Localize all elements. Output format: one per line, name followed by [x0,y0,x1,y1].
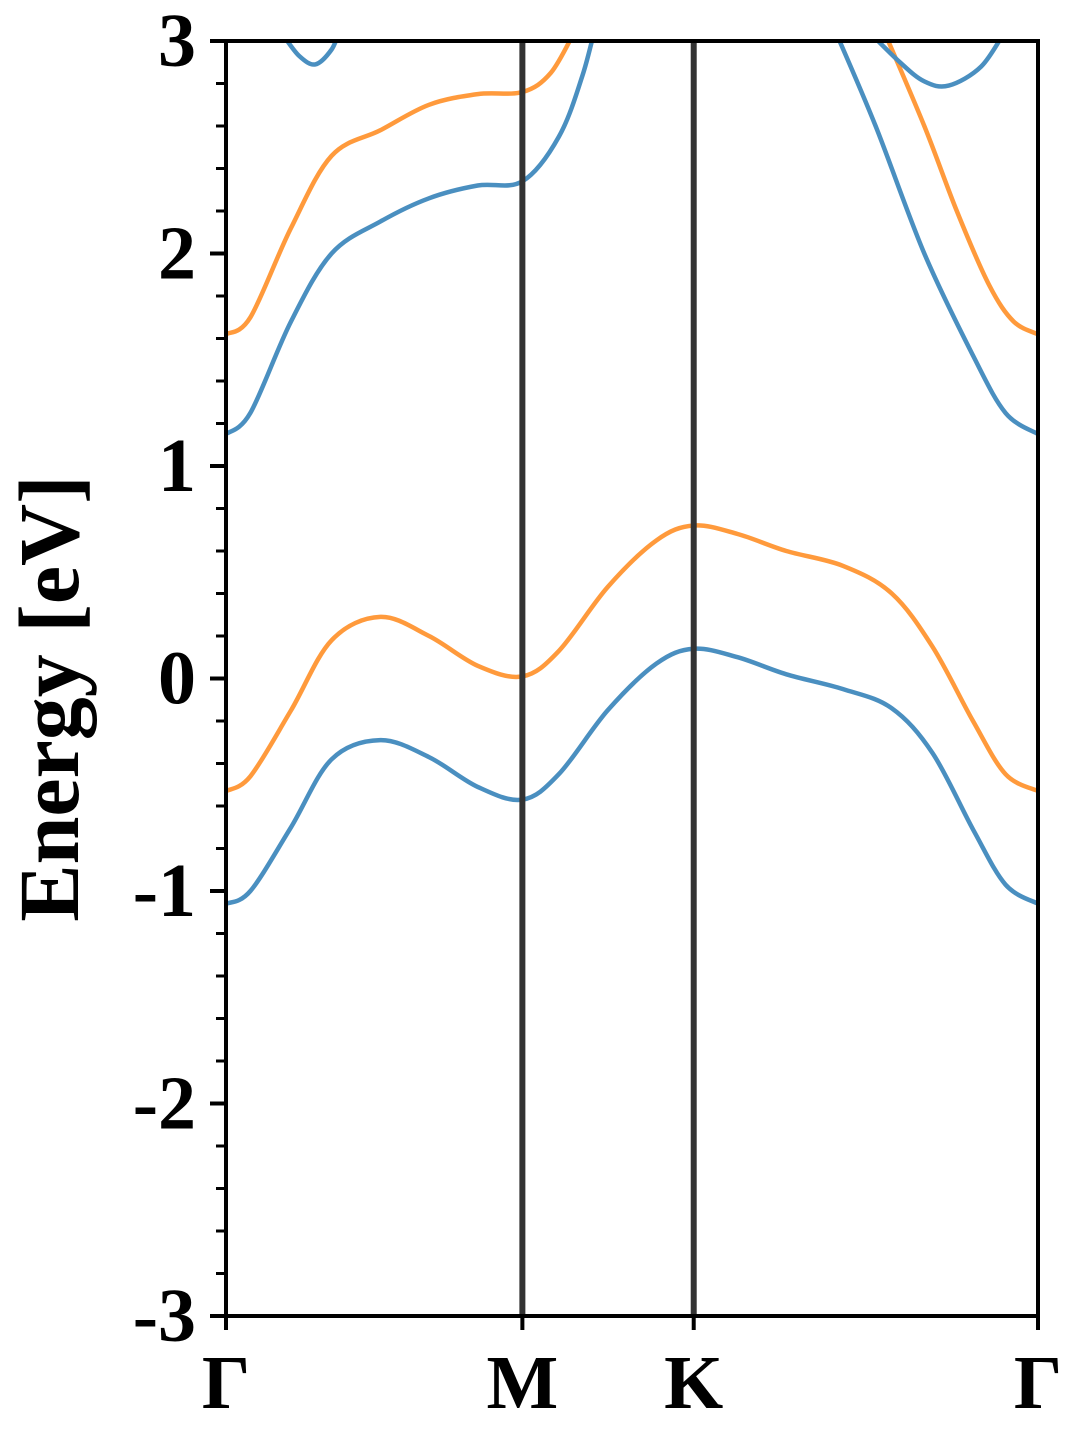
y-tick-label: 1 [158,424,196,508]
kpoint-label-2: M [487,1341,559,1425]
y-axis-label-group: Energy [eV] [1,475,97,922]
kpoint-label-1: Γ [202,1341,250,1425]
kpoint-label-3: K [664,1341,723,1425]
band-line-2 [226,523,1038,794]
kpoint-lines [519,41,697,1316]
y-tick-label: 3 [158,0,196,83]
band-line-6 [837,41,1038,437]
series-layer [226,41,1038,906]
y-tick-label: -3 [133,1274,196,1358]
tick-layer: -3 -2 -1 0 1 2 3 Γ M K Γ [133,0,1062,1425]
band-line-5 [284,41,339,67]
band-line-1 [226,646,1038,906]
plot-frame [224,39,1040,1318]
kpoint-label-4: Γ [1014,1341,1062,1425]
band-line-3 [226,41,595,436]
y-tick-label: -2 [133,1062,196,1146]
y-tick-label: 0 [158,637,196,721]
y-tick-label: -1 [133,849,196,933]
band-line-7 [885,41,1038,337]
band-line-4 [226,41,573,337]
y-tick-label: 2 [158,212,196,296]
y-axis-label: Energy [eV] [1,475,97,922]
band-line-8 [874,41,1002,89]
